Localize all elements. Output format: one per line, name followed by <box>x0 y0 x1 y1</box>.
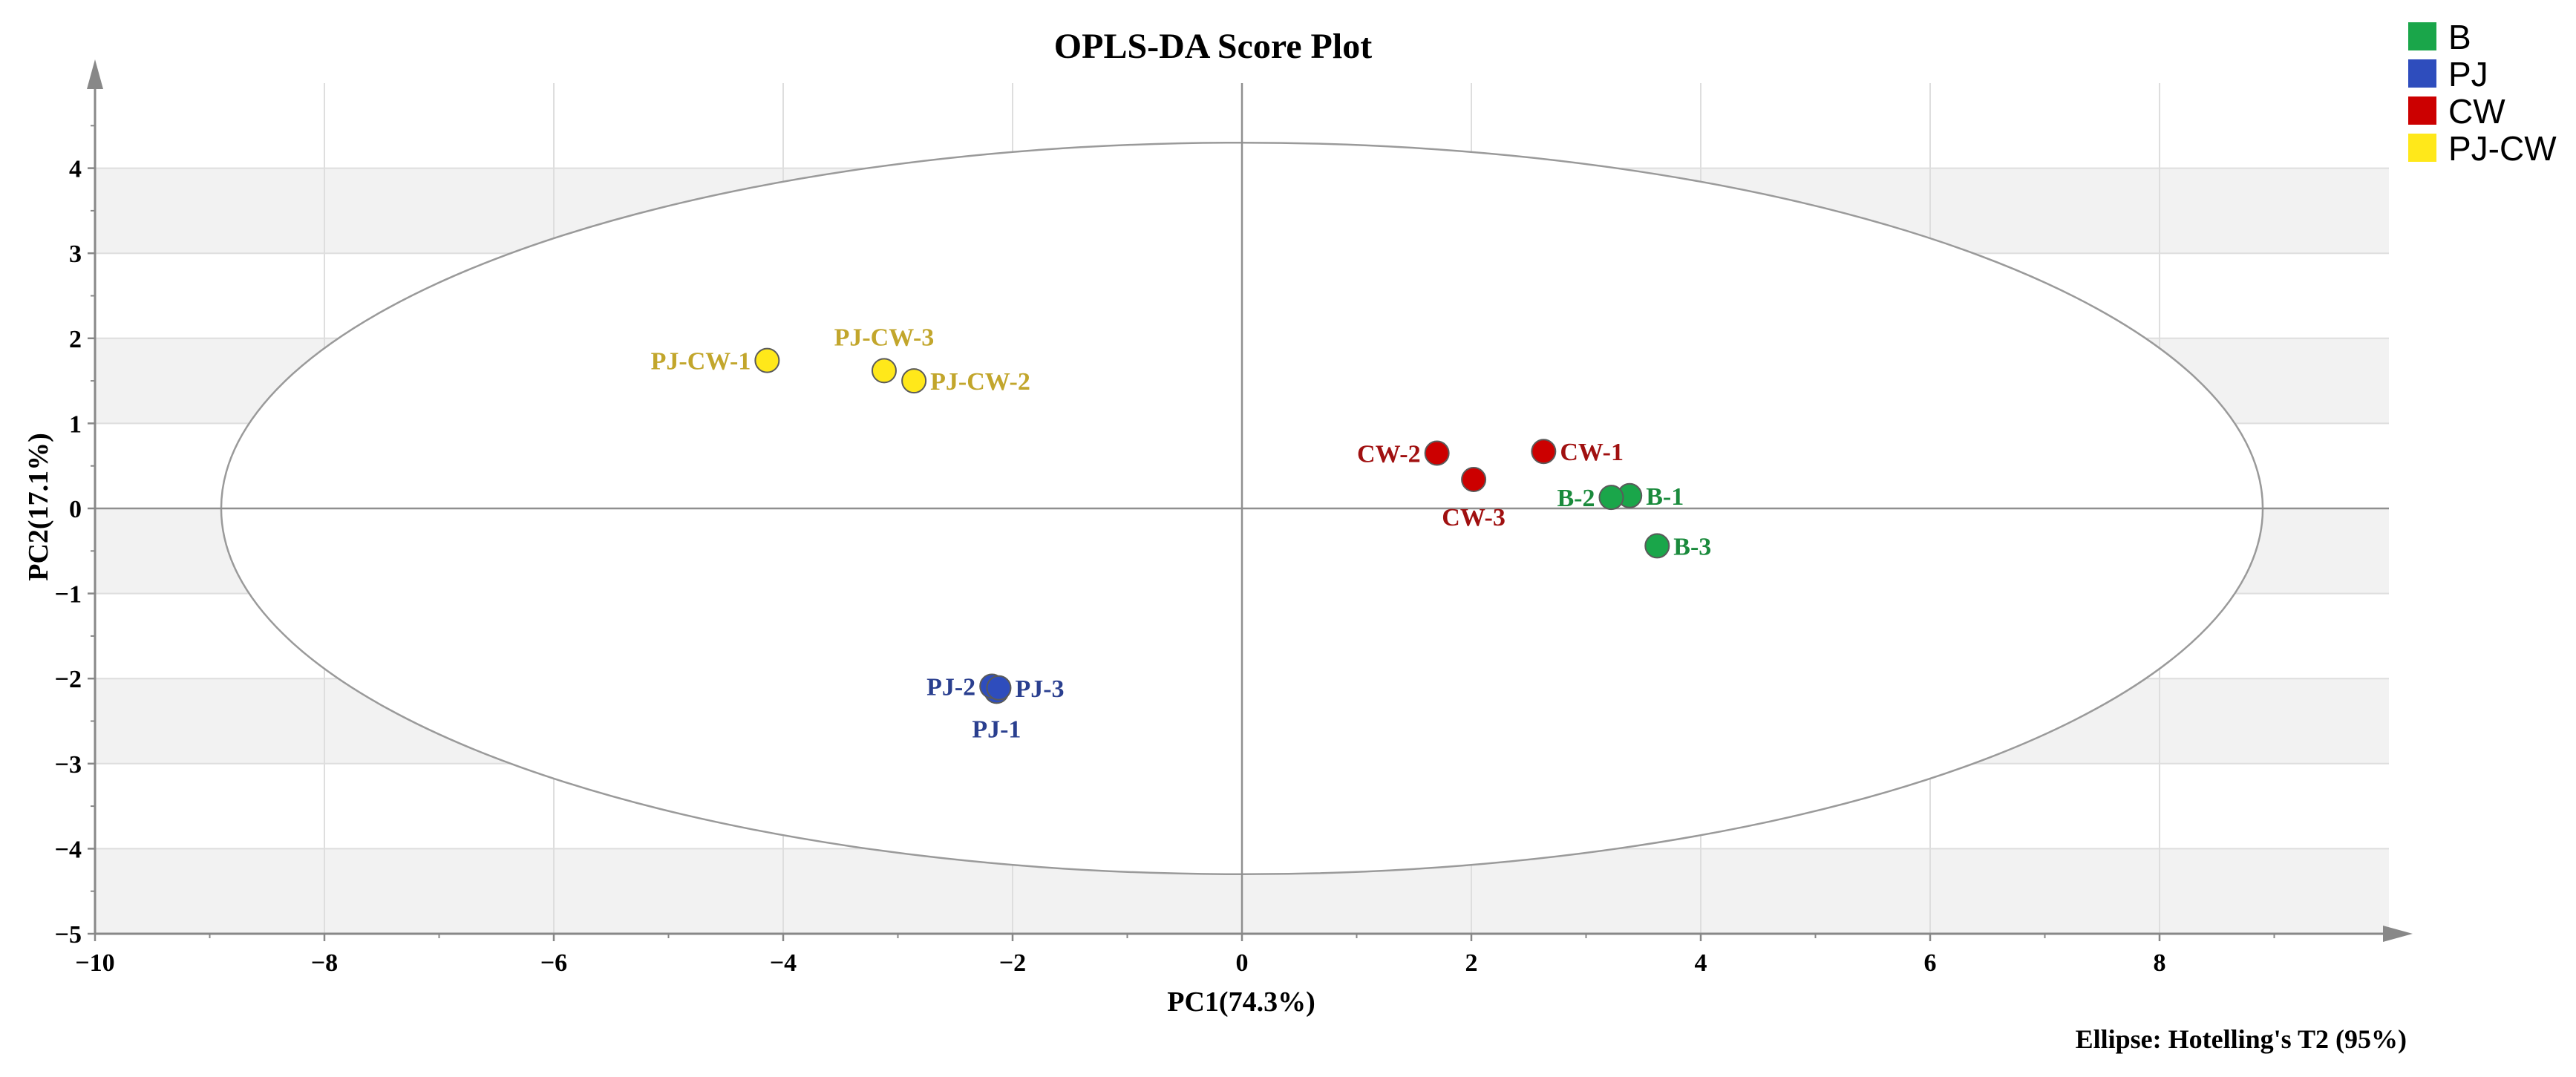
y-tick-label: −5 <box>55 921 82 949</box>
legend-swatch-cw <box>2408 96 2436 125</box>
x-tick-label: −8 <box>311 949 338 977</box>
point-cw-1 <box>1531 439 1557 465</box>
y-tick-label: 0 <box>69 496 82 523</box>
x-tick-label: −2 <box>999 949 1026 977</box>
y-tick-label: 1 <box>69 410 82 438</box>
point-pj-cw-2 <box>901 368 927 394</box>
x-tick-label: −6 <box>540 949 567 977</box>
zero-lines <box>95 83 2389 934</box>
y-tick-label: −3 <box>55 751 82 779</box>
point-label-pj-3: PJ-3 <box>1015 675 1064 703</box>
y-tick-label: 3 <box>69 240 82 268</box>
point-label-pj-cw-2: PJ-CW-2 <box>930 368 1030 396</box>
point-b-2 <box>1598 485 1624 511</box>
y-axis-title: PC2(17.1%) <box>23 433 54 580</box>
point-label-cw-3: CW-3 <box>1442 504 1506 531</box>
y-tick-label: 4 <box>69 156 82 183</box>
legend-label-pj: PJ <box>2448 55 2488 94</box>
x-tick-label: 0 <box>1236 949 1249 977</box>
y-tick-label: 2 <box>69 326 82 353</box>
x-axis-title: PC1(74.3%) <box>1167 986 1315 1018</box>
point-label-cw-1: CW-1 <box>1560 439 1624 466</box>
point-pj-cw-3 <box>871 358 897 384</box>
point-b-3 <box>1644 533 1670 559</box>
point-label-pj-1: PJ-1 <box>972 716 1021 743</box>
legend-label-cw: CW <box>2448 92 2505 131</box>
legend-label-pj-cw: PJ-CW <box>2448 129 2557 168</box>
point-pj-3 <box>986 675 1012 701</box>
x-tick-label: 6 <box>1924 949 1937 977</box>
point-label-pj-cw-1: PJ-CW-1 <box>651 348 751 376</box>
y-axis-arrow <box>87 59 103 89</box>
x-tick-label: −4 <box>770 949 797 977</box>
point-label-b-3: B-3 <box>1673 533 1711 560</box>
point-pj-cw-1 <box>754 347 780 373</box>
y-tick-label: −4 <box>55 836 82 863</box>
point-cw-3 <box>1461 467 1487 493</box>
y-tick-label: −2 <box>55 666 82 693</box>
point-label-pj-2: PJ-2 <box>926 674 975 701</box>
legend-label-b: B <box>2448 18 2471 56</box>
legend-swatch-pj <box>2408 59 2436 88</box>
x-tick-label: 2 <box>1465 949 1478 977</box>
ellipse-note: Ellipse: Hotelling's T2 (95%) <box>2076 1024 2407 1054</box>
x-tick-label: −10 <box>75 949 114 977</box>
point-cw-2 <box>1424 440 1450 466</box>
legend-swatch-b <box>2408 22 2436 50</box>
y-tick-label: −1 <box>55 581 82 609</box>
point-label-cw-2: CW-2 <box>1357 441 1421 468</box>
point-label-b-1: B-1 <box>1646 483 1684 511</box>
point-label-b-2: B-2 <box>1557 485 1595 512</box>
data-points <box>754 347 1670 704</box>
point-label-pj-cw-3: PJ-CW-3 <box>834 324 935 351</box>
x-tick-label: 8 <box>2154 949 2166 977</box>
point-labels: B-1 B-2 B-3 PJ-1 PJ-2 PJ-3 CW-1 CW-2 CW-3 PJ-CW-1… <box>651 324 1712 743</box>
x-axis-arrow <box>2383 926 2413 942</box>
chart-title: OPLS-DA Score Plot <box>1054 27 1372 66</box>
legend-swatch-pj-cw <box>2408 134 2436 162</box>
x-tick-label: 4 <box>1695 949 1707 977</box>
axes <box>87 59 2413 942</box>
